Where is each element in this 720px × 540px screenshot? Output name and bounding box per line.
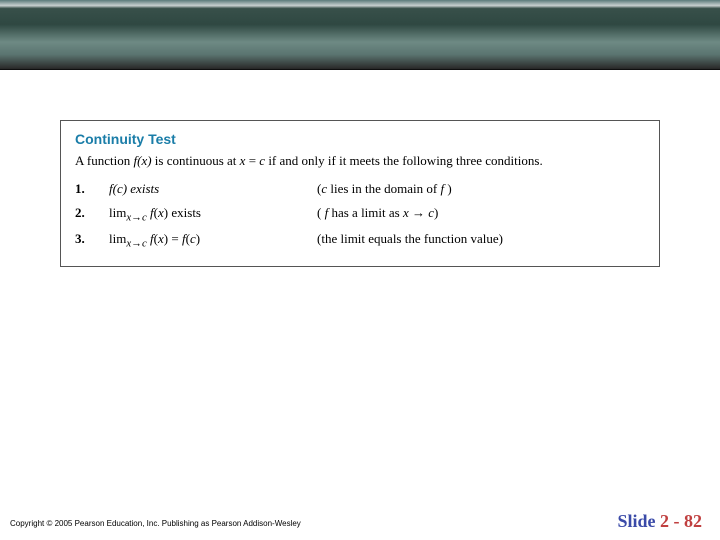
cond-right-3: (the limit equals the function value) — [317, 231, 645, 247]
cond-r1-b: lies in the domain of — [327, 181, 440, 196]
cond-num-1: 1. — [75, 181, 101, 197]
continuity-test-box: Continuity Test A function f(x) is conti… — [60, 120, 660, 267]
intro-eq-eq: = — [245, 153, 259, 168]
cond-left-3-math: limx→c f(x) = f(c) — [109, 231, 200, 246]
cond-r2-c: x → c — [403, 205, 434, 220]
conditions-grid: 1. f(c) exists (c lies in the domain of … — [75, 181, 645, 250]
cond-left-2-math: limx→c f(x) exists — [109, 205, 201, 220]
intro-fx: f(x) — [134, 153, 152, 168]
cond-r1-close: ) — [447, 181, 451, 196]
intro-post: if and only if it meets the following th… — [265, 153, 543, 168]
intro-text: A function f(x) is continuous at x = c i… — [75, 151, 645, 171]
box-title: Continuity Test — [75, 131, 645, 147]
cond-r2-open: ( — [317, 205, 325, 220]
cond-num-3: 3. — [75, 231, 101, 247]
intro-mid: is continuous at — [152, 153, 240, 168]
intro-pre: A function — [75, 153, 134, 168]
cond-left-2: limx→c f(x) exists — [109, 205, 309, 224]
cond-num-2: 2. — [75, 205, 101, 221]
cond-right-1: (c lies in the domain of f ) — [317, 181, 645, 197]
cond-left-1-text: f(c) exists — [109, 181, 159, 196]
slide-number: Slide 2 - 82 — [617, 511, 702, 532]
cond-right-2: ( f has a limit as x → c) — [317, 205, 645, 221]
copyright-footer: Copyright © 2005 Pearson Education, Inc.… — [10, 519, 301, 528]
cond-left-1: f(c) exists — [109, 181, 309, 197]
slide-number-value: 2 - 82 — [660, 511, 702, 531]
cond-r2-close: ) — [434, 205, 438, 220]
cond-r3-close: ) — [499, 231, 503, 246]
cond-left-3: limx→c f(x) = f(c) — [109, 231, 309, 250]
header-decorative-band — [0, 0, 720, 70]
slide-prefix: Slide — [617, 511, 660, 531]
cond-r3-b: the limit equals the function value — [321, 231, 498, 246]
cond-r2-b: has a limit as — [328, 205, 403, 220]
